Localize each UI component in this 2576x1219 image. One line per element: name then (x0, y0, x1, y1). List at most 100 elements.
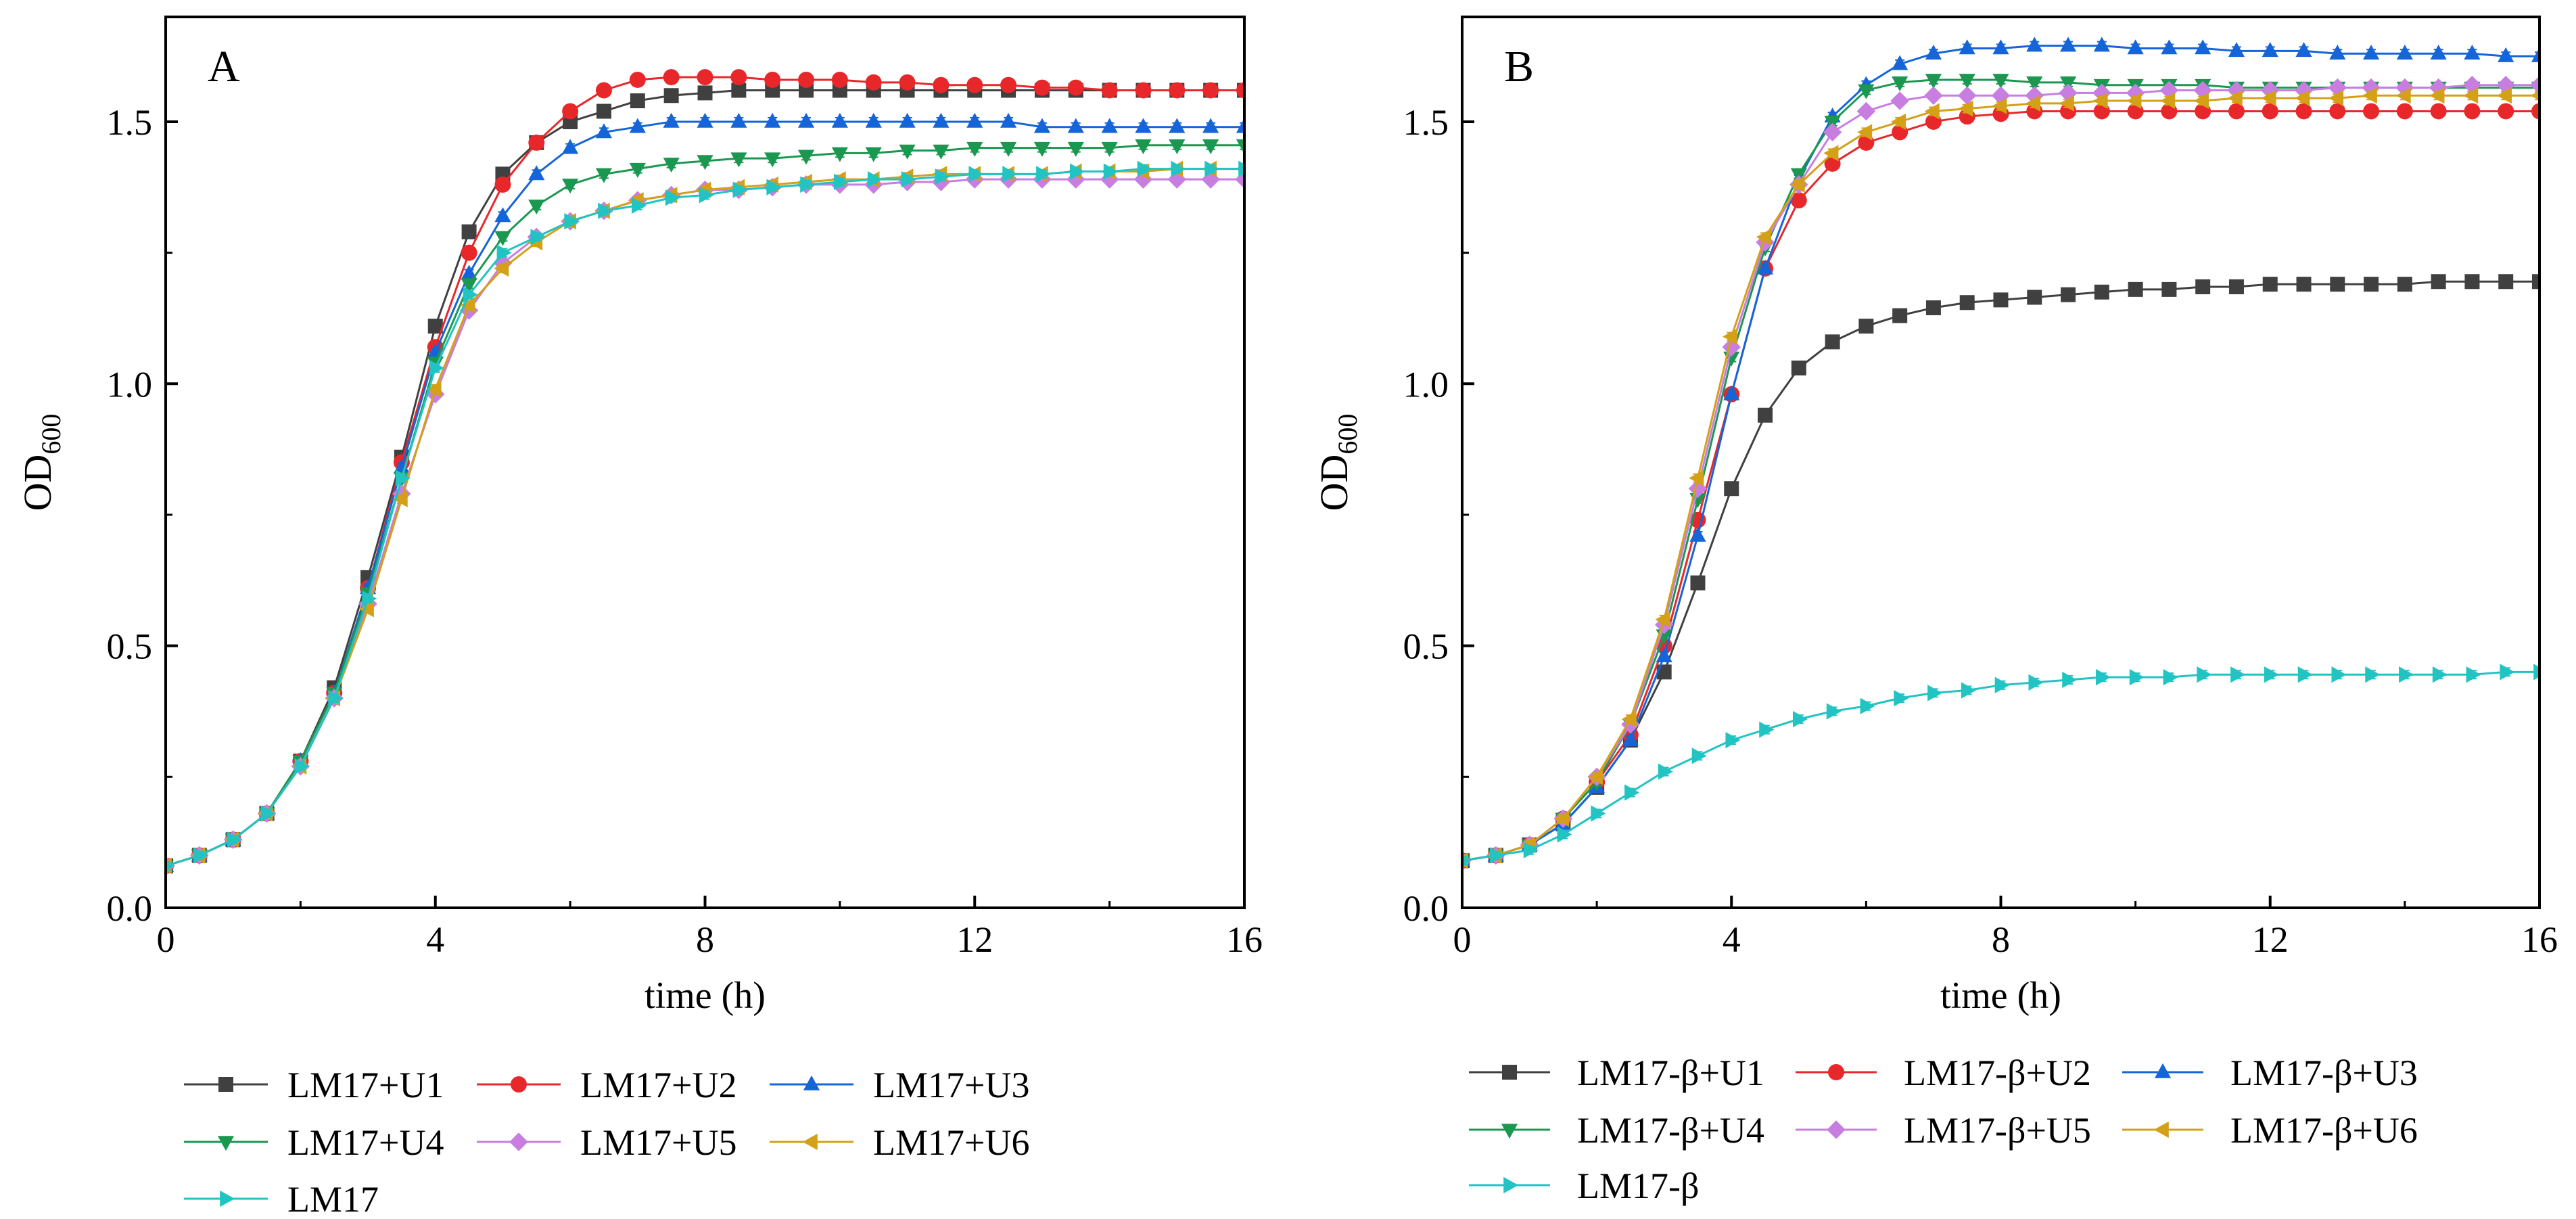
data-point (1826, 703, 1842, 720)
data-point (461, 244, 477, 261)
legend-item: LM17+U4 (184, 1122, 444, 1163)
data-point (460, 296, 475, 314)
data-point (732, 181, 748, 198)
data-point (1860, 697, 1875, 714)
data-point (2028, 674, 2044, 691)
y-tick-label: 1.5 (107, 102, 153, 143)
data-point (1927, 685, 1943, 702)
x-tick-label: 4 (1723, 919, 1741, 960)
data-point (595, 82, 612, 99)
legend-marker (2154, 1063, 2172, 1078)
data-point (1992, 97, 2007, 114)
data-point (2026, 76, 2043, 92)
data-point (1557, 826, 1572, 843)
data-point (496, 244, 512, 261)
legend-item: LM17-β+U2 (1796, 1053, 2091, 1093)
data-point (227, 831, 242, 848)
data-point (1689, 469, 1704, 486)
data-point (530, 229, 546, 246)
data-point (697, 112, 713, 128)
data-point (2362, 87, 2377, 104)
data-point (1858, 319, 1874, 334)
data-point (1621, 711, 1637, 728)
data-point (2429, 87, 2445, 104)
data-point (1236, 118, 1244, 133)
data-point (663, 69, 680, 86)
series-LM17 (166, 160, 1244, 871)
data-point (1036, 166, 1052, 183)
data-point (1825, 334, 1840, 350)
legend-marker (509, 1132, 528, 1151)
data-point (834, 173, 849, 191)
data-point (1462, 856, 1472, 866)
data-point (730, 112, 747, 128)
legend-item: LM17+U3 (770, 1065, 1029, 1105)
y-axis-label-subscript: 600 (1332, 414, 1363, 455)
data-point (1925, 45, 1942, 60)
legend-label: LM17-β+U5 (1904, 1110, 2091, 1151)
data-point (2059, 37, 2077, 52)
data-point (2464, 45, 2481, 60)
data-point (1067, 170, 1085, 189)
data-point (598, 202, 613, 219)
data-point (966, 76, 983, 93)
data-point (2464, 274, 2480, 290)
data-point (730, 152, 747, 168)
legend-marker (802, 1133, 818, 1151)
data-point (1994, 676, 2010, 693)
data-point (528, 165, 545, 181)
data-point (1992, 74, 2009, 89)
data-point (2364, 277, 2379, 292)
legend-item: LM17+U2 (477, 1065, 736, 1105)
data-point (1857, 124, 1873, 141)
data-point (2027, 290, 2042, 305)
data-point (2059, 95, 2074, 112)
data-point (865, 112, 882, 128)
legend-marker (218, 1077, 233, 1092)
legend-item: LM17+U6 (770, 1122, 1029, 1163)
data-point (1554, 810, 1570, 827)
data-point (2329, 45, 2346, 60)
data-point (764, 71, 781, 88)
data-point (2026, 37, 2043, 52)
data-point (1202, 82, 1219, 99)
data-point (1890, 91, 1909, 110)
data-point (899, 112, 916, 128)
data-point (2129, 669, 2145, 686)
data-point (764, 112, 781, 128)
data-point (429, 359, 444, 377)
data-point (797, 150, 815, 165)
data-point (2395, 87, 2411, 104)
data-point (2530, 90, 2539, 101)
data-point (2498, 103, 2514, 120)
data-point (1858, 84, 1875, 99)
data-point (1890, 113, 1906, 131)
data-point (2230, 666, 2246, 683)
data-point (461, 264, 477, 280)
data-point (193, 847, 209, 864)
data-point (1924, 103, 1940, 120)
legend-marker (803, 1075, 820, 1090)
legend-label: LM17-β+U2 (1904, 1053, 2091, 1093)
legend-label: LM17+U5 (580, 1122, 736, 1163)
data-point (2062, 671, 2078, 689)
data-point (865, 74, 882, 91)
data-point (1002, 166, 1018, 183)
data-point (629, 162, 646, 178)
error-bar (2535, 91, 2539, 101)
x-axis-label: time (h) (1940, 975, 2061, 1017)
y-axis-label-subscript: 600 (36, 414, 66, 455)
data-point (2297, 666, 2313, 683)
data-point (1656, 664, 1672, 680)
legend-item: LM17+U1 (184, 1065, 444, 1105)
data-point (2432, 666, 2448, 683)
legend-label: LM17+U3 (873, 1065, 1029, 1105)
data-point (2363, 103, 2380, 120)
data-point (1133, 170, 1153, 189)
y-tick-label: 0.0 (107, 888, 153, 929)
data-point (1201, 170, 1220, 189)
data-point (800, 176, 816, 193)
data-point (1992, 39, 2009, 55)
data-point (2331, 666, 2347, 683)
data-point (1758, 407, 1773, 423)
